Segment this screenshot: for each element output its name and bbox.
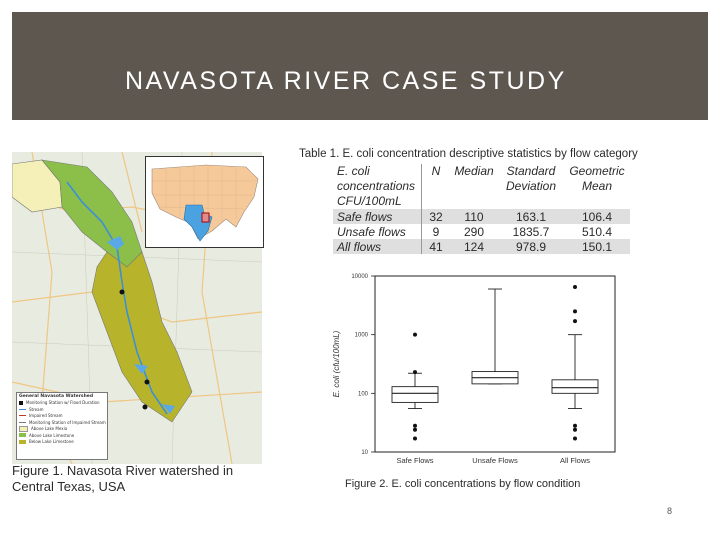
impaired-stream-icon <box>19 415 26 417</box>
outlier-point <box>573 427 577 432</box>
x-category-label: All Flows <box>560 456 590 465</box>
legend-item: Above Lake Mexia <box>17 425 107 433</box>
outlier-point <box>413 436 417 441</box>
outlier-point <box>413 332 417 337</box>
outlier-point <box>413 370 417 375</box>
outlier-point <box>573 284 577 289</box>
x-category-label: Safe Flows <box>396 456 433 465</box>
figure1-caption-line1: Figure 1. Navasota River watershed in <box>12 463 234 478</box>
table-caption: Table 1. E. coli concentration descripti… <box>299 148 638 160</box>
header-n: N <box>431 164 441 178</box>
legend-title: General Navasota Watershed <box>19 393 94 399</box>
header-concentration: E. coli concentrations CFU/100mL <box>333 164 422 209</box>
box-iqr <box>551 379 599 394</box>
table-header-row: E. coli concentrations CFU/100mL N Media… <box>333 164 630 209</box>
y-tick-label: 10000 <box>351 274 368 280</box>
legend-item: Stream <box>17 406 107 413</box>
above-limestone-swatch <box>19 433 26 438</box>
outlier-point <box>573 423 577 428</box>
header-geomean: Geometric Mean <box>569 164 625 193</box>
legend-item: Above Lake Limestone <box>17 432 107 439</box>
box-iqr <box>391 386 439 403</box>
x-category-label: Unsafe Flows <box>472 456 518 465</box>
above-mexia-swatch <box>19 425 28 432</box>
legend-item: Monitoring Station w/ Flood Duration <box>17 400 107 407</box>
header-stddev: Standard Deviation <box>505 164 557 193</box>
outlier-point <box>573 309 577 314</box>
outlier-point <box>413 427 417 432</box>
stats-table: E. coli concentrations CFU/100mL N Media… <box>333 164 631 254</box>
plot-frame <box>374 275 616 453</box>
legend-item: Impaired Stream <box>17 413 107 420</box>
impaired-station-icon <box>19 421 26 423</box>
figure1-caption-line2: Central Texas, USA <box>12 479 126 494</box>
figure2-caption: Figure 2. E. coli concentrations by flow… <box>345 478 581 490</box>
outlier-point <box>573 436 577 441</box>
page-number: 8 <box>667 506 673 516</box>
us-map-drawing <box>151 164 259 242</box>
stream-line-icon <box>19 408 26 410</box>
station-marker-icon <box>19 400 23 405</box>
legend-item: Monitoring Station of Impaired Stream <box>17 419 107 426</box>
boxplot-chart: 10 100 1000 10000 E. coli (cfu/100mL) Safe Fl… <box>325 268 625 485</box>
slide-title: NAVASOTA RIVER CASE STUDY <box>125 67 567 95</box>
table-row: All flows 41 124 978.9 150.1 <box>333 239 630 254</box>
us-locator-inset <box>145 156 264 248</box>
header-median: Median <box>454 164 494 178</box>
y-axis-label: E. coli (cfu/100mL) <box>332 330 341 397</box>
table-row: Safe flows 32 110 163.1 106.4 <box>333 209 630 224</box>
figure1-caption: Figure 1. Navasota River watershed in Ce… <box>12 463 262 495</box>
below-limestone-swatch <box>19 439 26 444</box>
outlier-point <box>573 319 577 324</box>
slide-header: NAVASOTA RIVER CASE STUDY <box>12 12 708 120</box>
outlier-point <box>413 423 417 428</box>
y-tick-label: 100 <box>358 391 369 397</box>
legend-item: Below Lake Limestone <box>17 439 107 446</box>
map-legend: General Navasota Watershed Monitoring St… <box>16 392 108 460</box>
y-tick-label: 10 <box>361 450 368 456</box>
boxplot-svg: 10 100 1000 10000 E. coli (cfu/100mL) Safe Fl… <box>332 274 616 465</box>
y-tick-label: 1000 <box>355 333 369 339</box>
table-row: Unsafe flows 9 290 1835.7 510.4 <box>333 224 630 239</box>
